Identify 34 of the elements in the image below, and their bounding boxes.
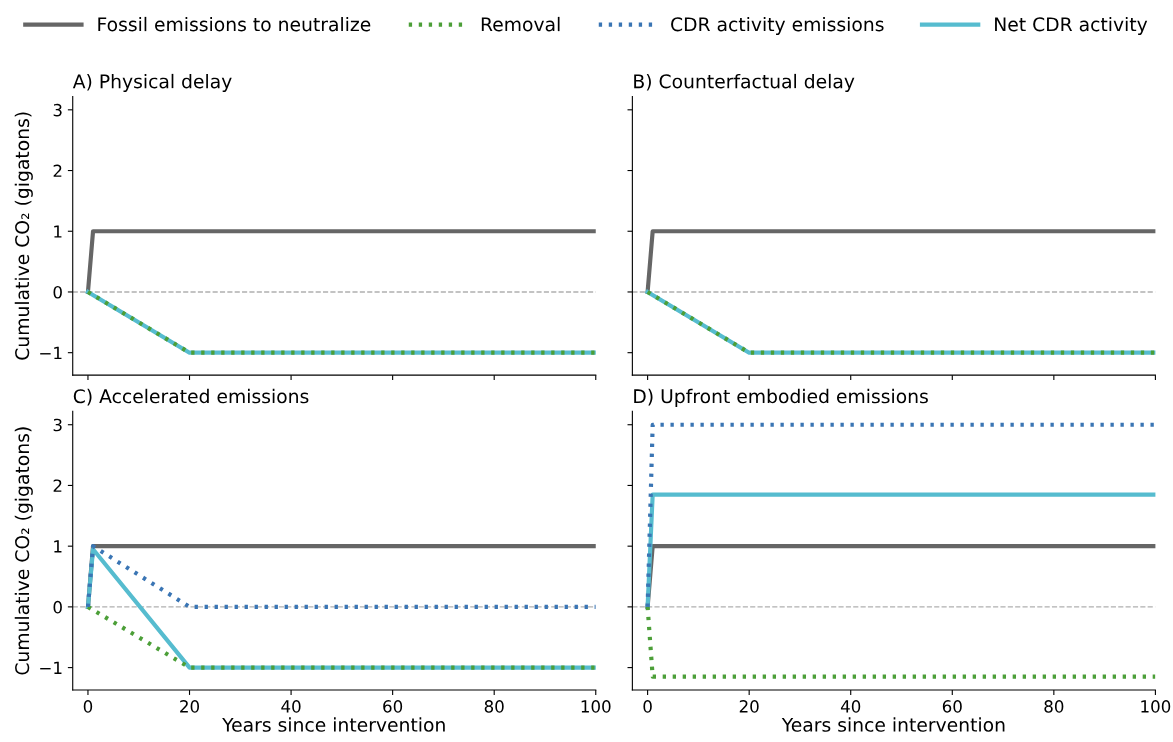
legend-label: CDR activity emissions — [671, 16, 884, 36]
y-tick-label: 3 — [53, 418, 62, 432]
x-tick-label: 40 — [281, 700, 301, 713]
legend-label: Fossil emissions to neutralize — [98, 16, 371, 32]
chart-title: D) Upfront embodied emissions — [634, 388, 928, 407]
y-axis-title: Cumulative CO₂ (gigatons) — [14, 427, 33, 675]
y-tick-label: −1 — [40, 346, 62, 360]
chart-title: C) Accelerated emissions — [73, 388, 309, 406]
y-tick-label: 0 — [53, 285, 62, 299]
x-axis-title: Years since intervention — [222, 717, 445, 732]
chart-title: B) Counterfactual delay — [634, 73, 855, 93]
x-tick-label: 80 — [484, 700, 504, 713]
x-tick-label: 20 — [180, 700, 200, 713]
y-tick-label: 1 — [54, 540, 62, 553]
y-tick-label: 2 — [53, 164, 62, 177]
x-tick-label: 100 — [581, 700, 611, 713]
x-tick-label: 80 — [1044, 700, 1064, 713]
legend-label: Removal — [481, 16, 560, 32]
x-tick-label: 60 — [942, 700, 962, 713]
y-tick-label: 0 — [53, 600, 62, 614]
x-tick-label: 60 — [383, 700, 403, 713]
x-tick-label: 20 — [739, 700, 759, 713]
y-tick-label: 2 — [53, 479, 62, 492]
x-tick-label: 40 — [840, 700, 861, 713]
y-axis-title: Cumulative CO₂ (gigatons) — [14, 112, 33, 360]
x-tick-label: 100 — [1141, 700, 1171, 713]
legend-label: Net CDR activity — [995, 16, 1148, 36]
chart-title: A) Physical delay — [72, 73, 232, 93]
x-tick-label: 0 — [83, 700, 93, 713]
y-tick-label: −1 — [40, 661, 62, 674]
x-tick-label: 0 — [643, 700, 652, 713]
y-tick-label: 3 — [53, 103, 62, 117]
x-axis-title: Years since intervention — [781, 717, 1005, 732]
y-tick-label: 1 — [54, 225, 62, 238]
